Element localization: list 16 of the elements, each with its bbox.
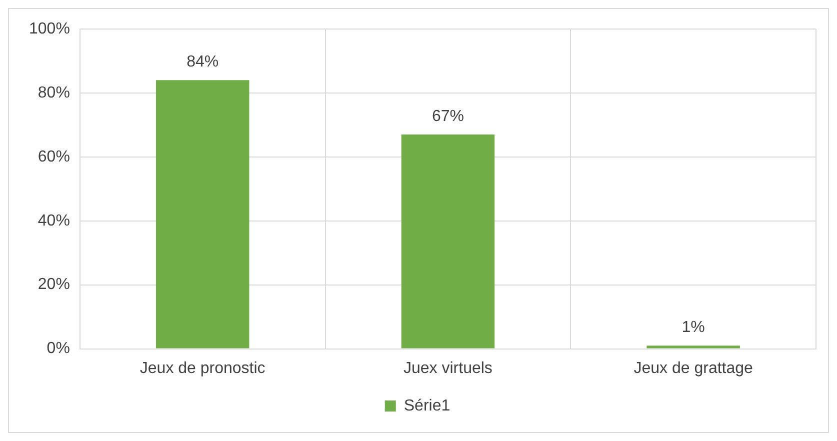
x-tick-label: Juex virtuels — [404, 360, 492, 377]
x-tick-label: Jeux de pronostic — [140, 360, 266, 377]
y-tick-label: 80% — [38, 84, 70, 102]
legend-label: Série1 — [404, 397, 450, 414]
data-label: 1% — [682, 319, 705, 336]
bar — [401, 134, 495, 348]
x-tick-label: Jeux de grattage — [634, 360, 754, 377]
y-tick-label: 100% — [29, 20, 70, 38]
data-label: 67% — [432, 108, 464, 125]
data-label: 84% — [186, 54, 219, 71]
y-tick-label: 40% — [38, 212, 70, 230]
y-tick-label: 60% — [38, 148, 70, 166]
y-tick-label: 0% — [46, 340, 70, 358]
y-tick-label: 20% — [38, 276, 70, 294]
bar — [156, 80, 250, 348]
bar — [646, 346, 740, 348]
